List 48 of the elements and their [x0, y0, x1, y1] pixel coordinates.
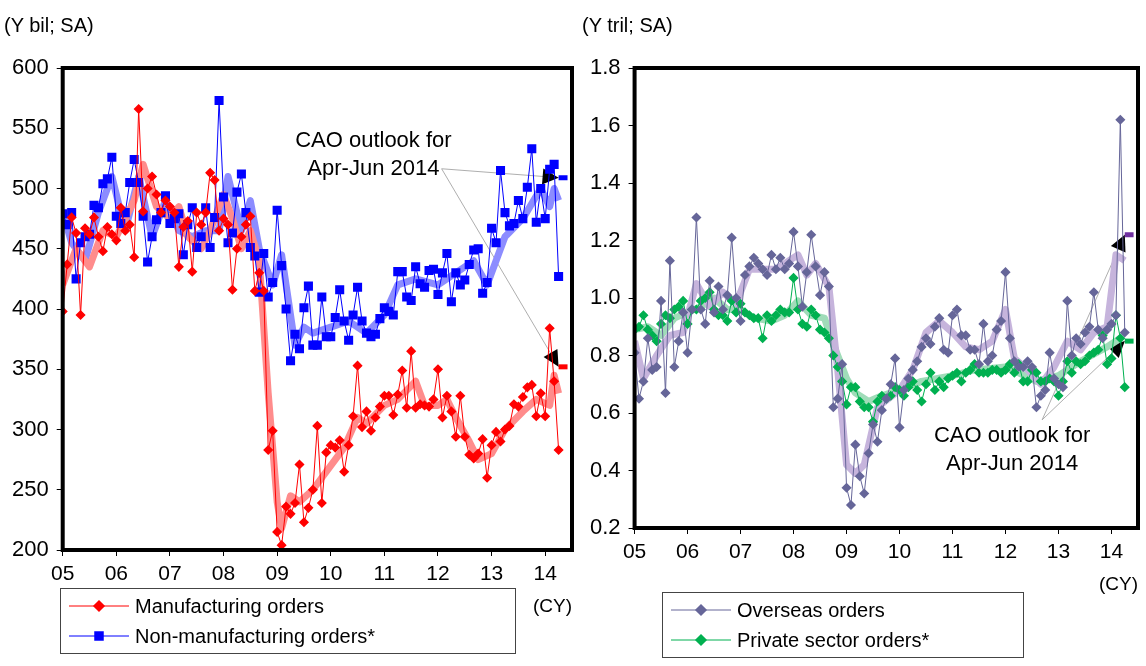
y-tick-label: 0.6 — [589, 399, 621, 425]
x-tick-label: 05 — [622, 539, 647, 563]
x-tick-label: 06 — [104, 561, 128, 585]
y-tick-label: 1.8 — [589, 54, 621, 80]
y-tick-label: 450 — [11, 234, 49, 260]
x-tick-label: 08 — [211, 561, 236, 585]
x-tick-label: 12 — [426, 561, 450, 585]
x-tick-label: 09 — [834, 539, 859, 563]
y-axis-title: (Y bil; SA) — [4, 13, 94, 36]
x-tick-label: 11 — [373, 561, 396, 585]
legend-label: Private sector orders* — [737, 628, 930, 652]
y-tick-label: 1.4 — [589, 169, 621, 195]
y-tick-label: 550 — [11, 114, 49, 140]
y-tick-label: 1.2 — [589, 226, 621, 252]
y-tick-label: 300 — [11, 415, 49, 441]
x-tick-label: 12 — [993, 539, 1018, 563]
y-tick-label: 0.8 — [589, 341, 621, 367]
y-tick-label: 1.6 — [589, 111, 621, 137]
y-tick-label: 0.2 — [589, 514, 621, 540]
annotation: CAO outlook for Apr-Jun 2014 — [295, 126, 452, 180]
x-tick-label: 06 — [675, 539, 700, 563]
y-tick-label: 1.0 — [589, 284, 621, 310]
x-tick-label: 07 — [728, 539, 753, 563]
x-tick-label: 10 — [319, 561, 343, 585]
legend-label: Overseas orders — [737, 598, 885, 622]
x-tick-label: 11 — [941, 539, 964, 563]
y-tick-label: 600 — [11, 54, 49, 80]
y-tick-label: 250 — [11, 475, 49, 501]
x-tick-label: 13 — [479, 561, 504, 585]
x-tick-label: 14 — [533, 561, 558, 585]
y-tick-label: 200 — [11, 536, 49, 562]
x-tick-label: 10 — [887, 539, 912, 563]
annotation: CAO outlook for Apr-Jun 2014 — [933, 421, 1091, 475]
x-tick-label: 14 — [1099, 539, 1124, 563]
x-tick-label: 13 — [1046, 539, 1071, 563]
y-tick-label: 350 — [11, 355, 49, 381]
x-tick-label: 07 — [158, 561, 182, 585]
legend-label: Non-manufacturing orders* — [135, 624, 376, 648]
y-axis-title: (Y tril; SA) — [582, 13, 673, 36]
legend-label: Manufacturing orders — [135, 594, 324, 618]
x-axis-title: (CY) — [532, 594, 572, 616]
x-tick-label: 09 — [265, 561, 289, 585]
y-tick-label: 0.4 — [589, 456, 621, 482]
y-tick-label: 500 — [11, 174, 49, 200]
x-axis-title: (CY) — [1098, 572, 1138, 594]
y-tick-label: 400 — [11, 295, 49, 321]
x-tick-label: 08 — [781, 539, 806, 563]
x-tick-label: 05 — [51, 561, 75, 585]
